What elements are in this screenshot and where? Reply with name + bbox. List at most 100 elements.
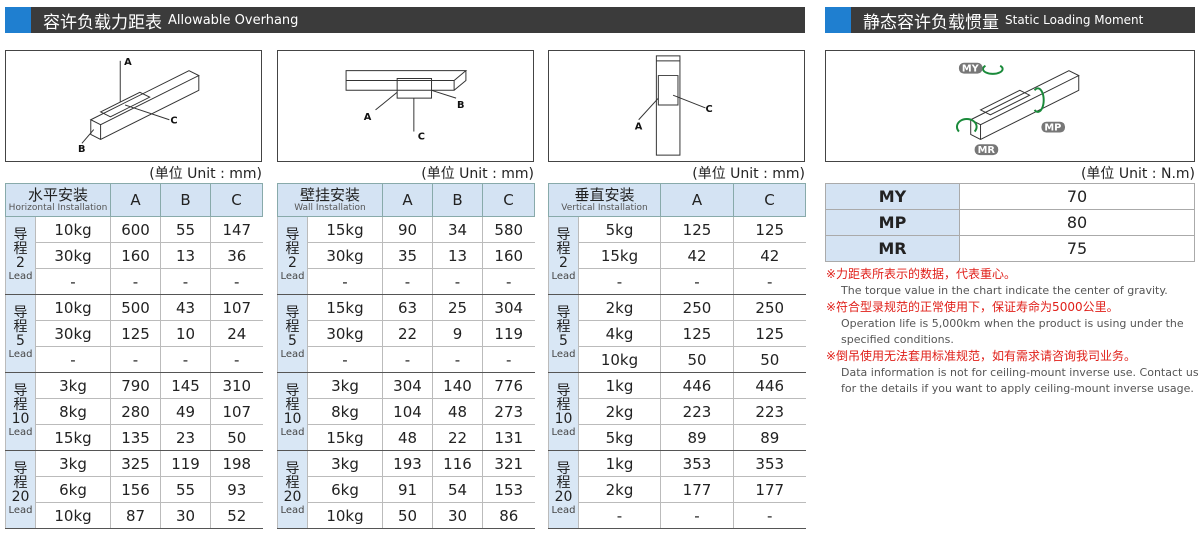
data-row: 6kg 156 55 93 xyxy=(6,476,263,503)
note-en: The torque value in the chart indicate t… xyxy=(841,284,1168,297)
lead-en: Lead xyxy=(551,270,576,282)
value-cell: 36 xyxy=(210,242,263,269)
header-cn: 容许负载力距表 xyxy=(43,12,162,33)
load-cell: - xyxy=(578,268,661,295)
value-cell: 90 xyxy=(382,216,433,243)
column-header: C xyxy=(733,183,806,217)
data-row: 30kg 35 13 160 xyxy=(278,242,535,269)
moment-row: MR 75 xyxy=(825,235,1195,262)
value-cell: 273 xyxy=(482,398,535,425)
value-cell: - xyxy=(110,346,161,373)
data-row: 导程 10 Lead 3kg 304 140 776 xyxy=(277,372,535,451)
lead-en: Lead xyxy=(280,504,305,516)
value-cell: 153 xyxy=(482,476,535,503)
value-cell: 22 xyxy=(382,320,433,347)
value-cell: 34 xyxy=(432,216,483,243)
value-cell: - xyxy=(160,346,211,373)
load-cell: 6kg xyxy=(34,476,111,503)
value-cell: 353 xyxy=(660,450,734,477)
lead-cell: 导程 10 Lead xyxy=(548,372,579,451)
accent xyxy=(825,7,851,33)
value-cell: 353 xyxy=(733,450,806,477)
load-cell: 2kg xyxy=(578,294,661,321)
value-cell: 30 xyxy=(432,502,483,529)
lead-en: Lead xyxy=(551,348,576,360)
value-cell: 177 xyxy=(733,476,806,503)
lead-cn: 导程 xyxy=(556,304,571,335)
column-header: B xyxy=(160,183,212,217)
value-cell: 223 xyxy=(660,398,734,425)
value-cell: - xyxy=(382,268,433,295)
lead-cell: 导程 20 Lead xyxy=(277,450,308,529)
column-header: A xyxy=(110,183,162,217)
header-cell: 壁挂安装 Wall Installation xyxy=(277,183,383,217)
value-cell: 107 xyxy=(210,294,263,321)
value-cell: 446 xyxy=(660,372,734,399)
accent xyxy=(5,7,31,33)
header-cn: 静态容许负载惯量 xyxy=(863,12,999,33)
value-cell: - xyxy=(733,268,806,295)
lead-en: Lead xyxy=(280,426,305,438)
lead-cell: 导程 2 Lead xyxy=(277,216,308,295)
data-row: ---- xyxy=(6,346,263,373)
lead-value: 10 xyxy=(283,410,302,427)
lead-en: Lead xyxy=(551,426,576,438)
diagram-label: C xyxy=(418,131,425,142)
value-cell: 250 xyxy=(660,294,734,321)
value-cell: 580 xyxy=(482,216,535,243)
value-cell: 776 xyxy=(482,372,535,399)
value-cell: 325 xyxy=(110,450,161,477)
value-cell: 125 xyxy=(660,320,734,347)
lead-value: 10 xyxy=(11,410,30,427)
value-cell: 52 xyxy=(210,502,263,529)
load-cell: 10kg xyxy=(34,216,111,243)
diagram: MY MP MR xyxy=(825,50,1195,162)
lead-en: Lead xyxy=(8,348,33,360)
data-row: 导程 2 Lead 15kg 90 34 580 xyxy=(277,216,535,295)
section-header: 静态容许负载惯量 Static Loading Moment xyxy=(825,7,1195,33)
header-row: 垂直安装 Vertical Installation A C xyxy=(548,183,806,217)
value-cell: 198 xyxy=(210,450,263,477)
value-cell: 446 xyxy=(733,372,806,399)
value-cell: 48 xyxy=(382,424,433,451)
unit-label: (单位 Unit : mm) xyxy=(149,166,262,182)
diagram-label: MP xyxy=(1044,123,1061,134)
title-cn: 水平安装 xyxy=(28,185,89,204)
value-cell: 54 xyxy=(432,476,483,503)
column-header: A xyxy=(660,183,734,217)
header-en: Static Loading Moment xyxy=(1005,13,1144,27)
header-cell: 水平安装 Horizontal Installation xyxy=(4,183,112,217)
value-cell: 91 xyxy=(382,476,433,503)
value-cell: 107 xyxy=(210,398,263,425)
load-cell: 2kg xyxy=(578,476,661,503)
value-cell: 89 xyxy=(660,424,734,451)
data-row: --- xyxy=(549,268,806,295)
diagram-svg: A B C xyxy=(345,70,468,142)
load-cell: 3kg xyxy=(34,450,111,477)
lead-en: Lead xyxy=(8,270,33,282)
moment-key: MY xyxy=(825,183,960,210)
value-cell: 50 xyxy=(733,346,806,373)
diagram-label: A xyxy=(635,122,643,133)
unit-label: (单位 Unit : mm) xyxy=(421,166,534,182)
diagram-label: A xyxy=(364,112,372,123)
load-cell: 10kg xyxy=(307,502,383,529)
unit-label: (单位 Unit : N.m) xyxy=(1080,166,1195,182)
diagram-label: C xyxy=(705,104,712,115)
value-cell: - xyxy=(432,268,483,295)
diagram-label: MY xyxy=(962,64,980,75)
value-cell: 49 xyxy=(160,398,211,425)
value-cell: 304 xyxy=(482,294,535,321)
value-cell: 104 xyxy=(382,398,433,425)
diagram-label: A xyxy=(124,57,132,68)
load-cell: 8kg xyxy=(307,398,383,425)
data-row: 15kg 135 23 50 xyxy=(6,424,263,451)
value-cell: 223 xyxy=(733,398,806,425)
value-cell: 177 xyxy=(660,476,734,503)
value-cell: 50 xyxy=(660,346,734,373)
title-en: Horizontal Installation xyxy=(8,202,108,213)
lead-value: 20 xyxy=(554,488,573,505)
value-cell: 125 xyxy=(733,320,806,347)
moment-row: MP 80 xyxy=(825,209,1195,236)
data-row: ---- xyxy=(6,268,263,295)
